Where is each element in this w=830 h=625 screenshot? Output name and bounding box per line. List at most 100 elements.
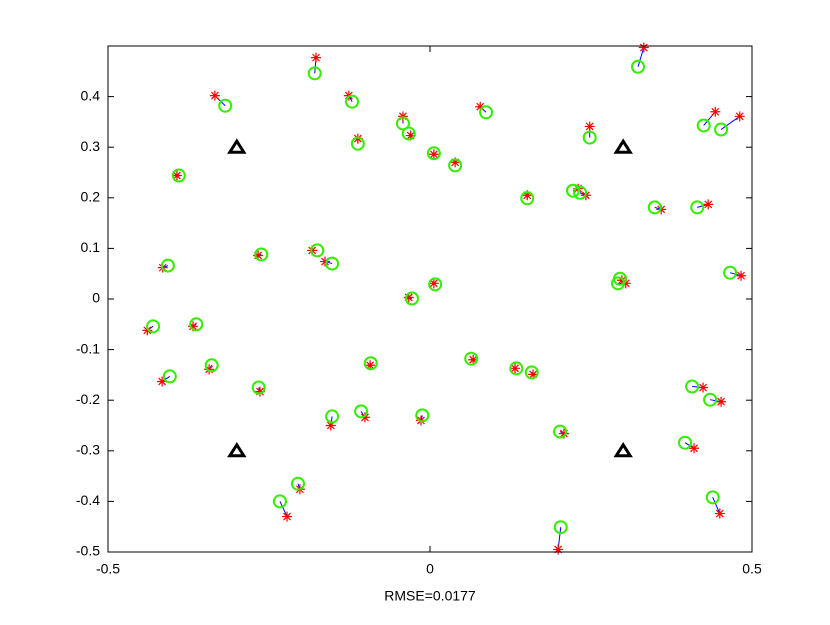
triangle-marker — [613, 442, 633, 458]
star-marker — [188, 321, 199, 332]
circle-marker — [401, 126, 416, 141]
star-marker — [254, 386, 265, 397]
circle-marker — [678, 435, 693, 450]
x-axis-label: RMSE=0.0177 — [384, 588, 476, 604]
circle-marker — [690, 200, 705, 215]
y-tick-label: 0.3 — [81, 138, 101, 154]
circle-marker — [565, 183, 580, 198]
star-marker — [320, 256, 331, 267]
circle-marker — [647, 200, 662, 215]
star-marker — [405, 130, 416, 141]
triangle-marker — [613, 138, 633, 154]
circle-marker — [272, 494, 287, 509]
plot-area — [108, 46, 752, 552]
circle-marker — [251, 380, 266, 395]
star-marker — [698, 382, 709, 393]
star-marker — [714, 508, 725, 519]
circle-marker — [404, 291, 419, 306]
circle-marker — [553, 424, 568, 439]
triangle-marker — [227, 442, 247, 458]
circle-marker — [325, 409, 340, 424]
star-marker — [311, 52, 322, 63]
star-marker — [510, 363, 521, 374]
star-marker — [558, 428, 569, 439]
circle-marker — [162, 369, 177, 384]
star-marker — [428, 278, 439, 289]
circle-marker — [573, 185, 588, 200]
y-tick-label: -0.5 — [76, 543, 100, 559]
circle-marker — [189, 317, 204, 332]
y-tick-label: -0.2 — [76, 391, 100, 407]
circle-marker — [723, 265, 738, 280]
circle-marker — [350, 136, 365, 151]
y-tick-label: 0.1 — [81, 239, 101, 255]
star-marker — [584, 121, 595, 132]
error-link — [720, 115, 741, 130]
y-tick-label: -0.3 — [76, 442, 100, 458]
star-marker — [734, 111, 745, 122]
circle-marker — [631, 59, 646, 74]
circle-marker — [520, 191, 535, 206]
circle-marker — [464, 351, 479, 366]
circle-marker — [448, 158, 463, 173]
circle-marker — [345, 94, 360, 109]
star-marker — [553, 544, 564, 555]
star-marker — [528, 369, 539, 380]
star-marker — [253, 250, 264, 261]
star-marker — [736, 270, 747, 281]
circle-marker — [553, 520, 568, 535]
star-marker — [522, 190, 533, 201]
star-marker — [710, 106, 721, 117]
star-marker — [716, 396, 727, 407]
x-tick-label: 0 — [426, 561, 434, 577]
circle-marker — [582, 130, 597, 145]
star-marker — [171, 170, 182, 181]
star-marker — [468, 354, 479, 365]
circle-marker — [363, 356, 378, 371]
star-marker — [475, 101, 486, 112]
star-marker — [157, 376, 168, 387]
circle-marker — [415, 408, 430, 423]
x-tick-label: 0.5 — [742, 561, 762, 577]
star-marker — [638, 42, 649, 53]
circle-marker — [310, 243, 325, 258]
circle-marker — [146, 319, 161, 334]
circle-marker — [354, 404, 369, 419]
marks — [142, 42, 747, 555]
circle-marker — [612, 271, 627, 286]
star-marker — [689, 443, 700, 454]
circle-marker — [160, 258, 175, 273]
circle-marker — [685, 379, 700, 394]
circle-marker — [705, 490, 720, 505]
circle-marker — [524, 365, 539, 380]
circle-marker — [428, 277, 443, 292]
circle-marker — [509, 361, 524, 376]
circle-marker — [204, 358, 219, 373]
circle-marker — [696, 118, 711, 133]
star-marker — [282, 511, 293, 522]
triangle-marker — [227, 138, 247, 154]
y-tick-label: -0.4 — [76, 492, 100, 508]
star-marker — [428, 149, 439, 160]
circle-marker — [171, 168, 186, 183]
star-marker — [450, 157, 461, 168]
y-tick-label: 0 — [92, 290, 100, 306]
circle-marker — [218, 98, 233, 113]
star-marker — [142, 325, 153, 336]
error-link — [279, 501, 288, 517]
y-tick-label: 0.2 — [81, 189, 101, 205]
circle-marker — [254, 247, 269, 262]
star-marker — [365, 360, 376, 371]
circle-marker — [479, 105, 494, 120]
star-marker — [359, 412, 370, 423]
circle-marker — [307, 66, 322, 81]
y-tick-label: 0.4 — [81, 87, 101, 103]
y-tick-label: -0.1 — [76, 340, 100, 356]
x-tick-label: -0.5 — [96, 561, 120, 577]
circle-marker — [395, 116, 410, 131]
star-marker — [325, 420, 336, 431]
circle-marker — [426, 146, 441, 161]
circle-marker — [714, 122, 729, 137]
circle-marker — [325, 256, 340, 271]
